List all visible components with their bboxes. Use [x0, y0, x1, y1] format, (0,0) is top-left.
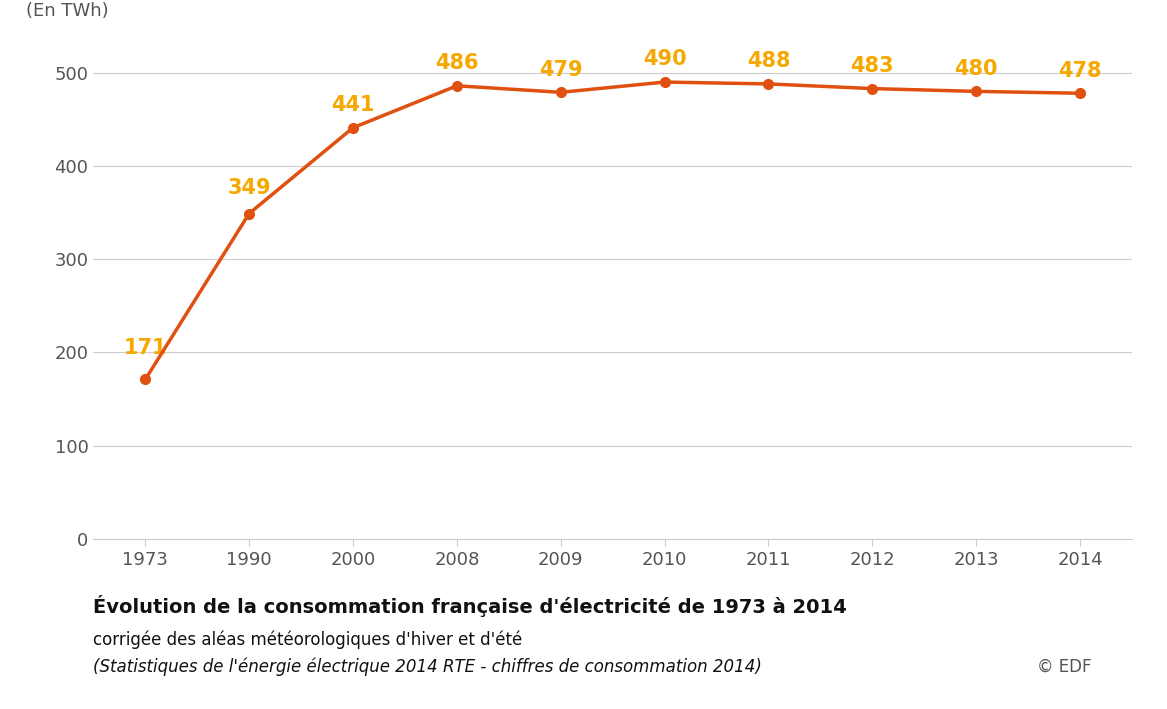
Text: Évolution de la consommation française d'électricité de 1973 à 2014: Évolution de la consommation française d… — [93, 596, 847, 618]
Text: 483: 483 — [851, 56, 894, 76]
Text: corrigée des aléas météorologiques d'hiver et d'été: corrigée des aléas météorologiques d'hiv… — [93, 631, 523, 649]
Text: 171: 171 — [124, 338, 167, 359]
Text: 488: 488 — [747, 51, 790, 72]
Text: 441: 441 — [331, 95, 375, 115]
Text: 349: 349 — [228, 178, 271, 198]
Text: 479: 479 — [539, 60, 582, 79]
Text: 480: 480 — [955, 59, 998, 79]
Text: 478: 478 — [1058, 60, 1102, 81]
Text: (Statistiques de l'énergie électrique 2014 RTE - chiffres de consommation 2014): (Statistiques de l'énergie électrique 20… — [93, 658, 762, 676]
Text: © EDF: © EDF — [1036, 658, 1091, 676]
Text: (En TWh): (En TWh) — [26, 2, 109, 21]
Text: 486: 486 — [435, 53, 478, 73]
Text: 490: 490 — [643, 50, 686, 69]
